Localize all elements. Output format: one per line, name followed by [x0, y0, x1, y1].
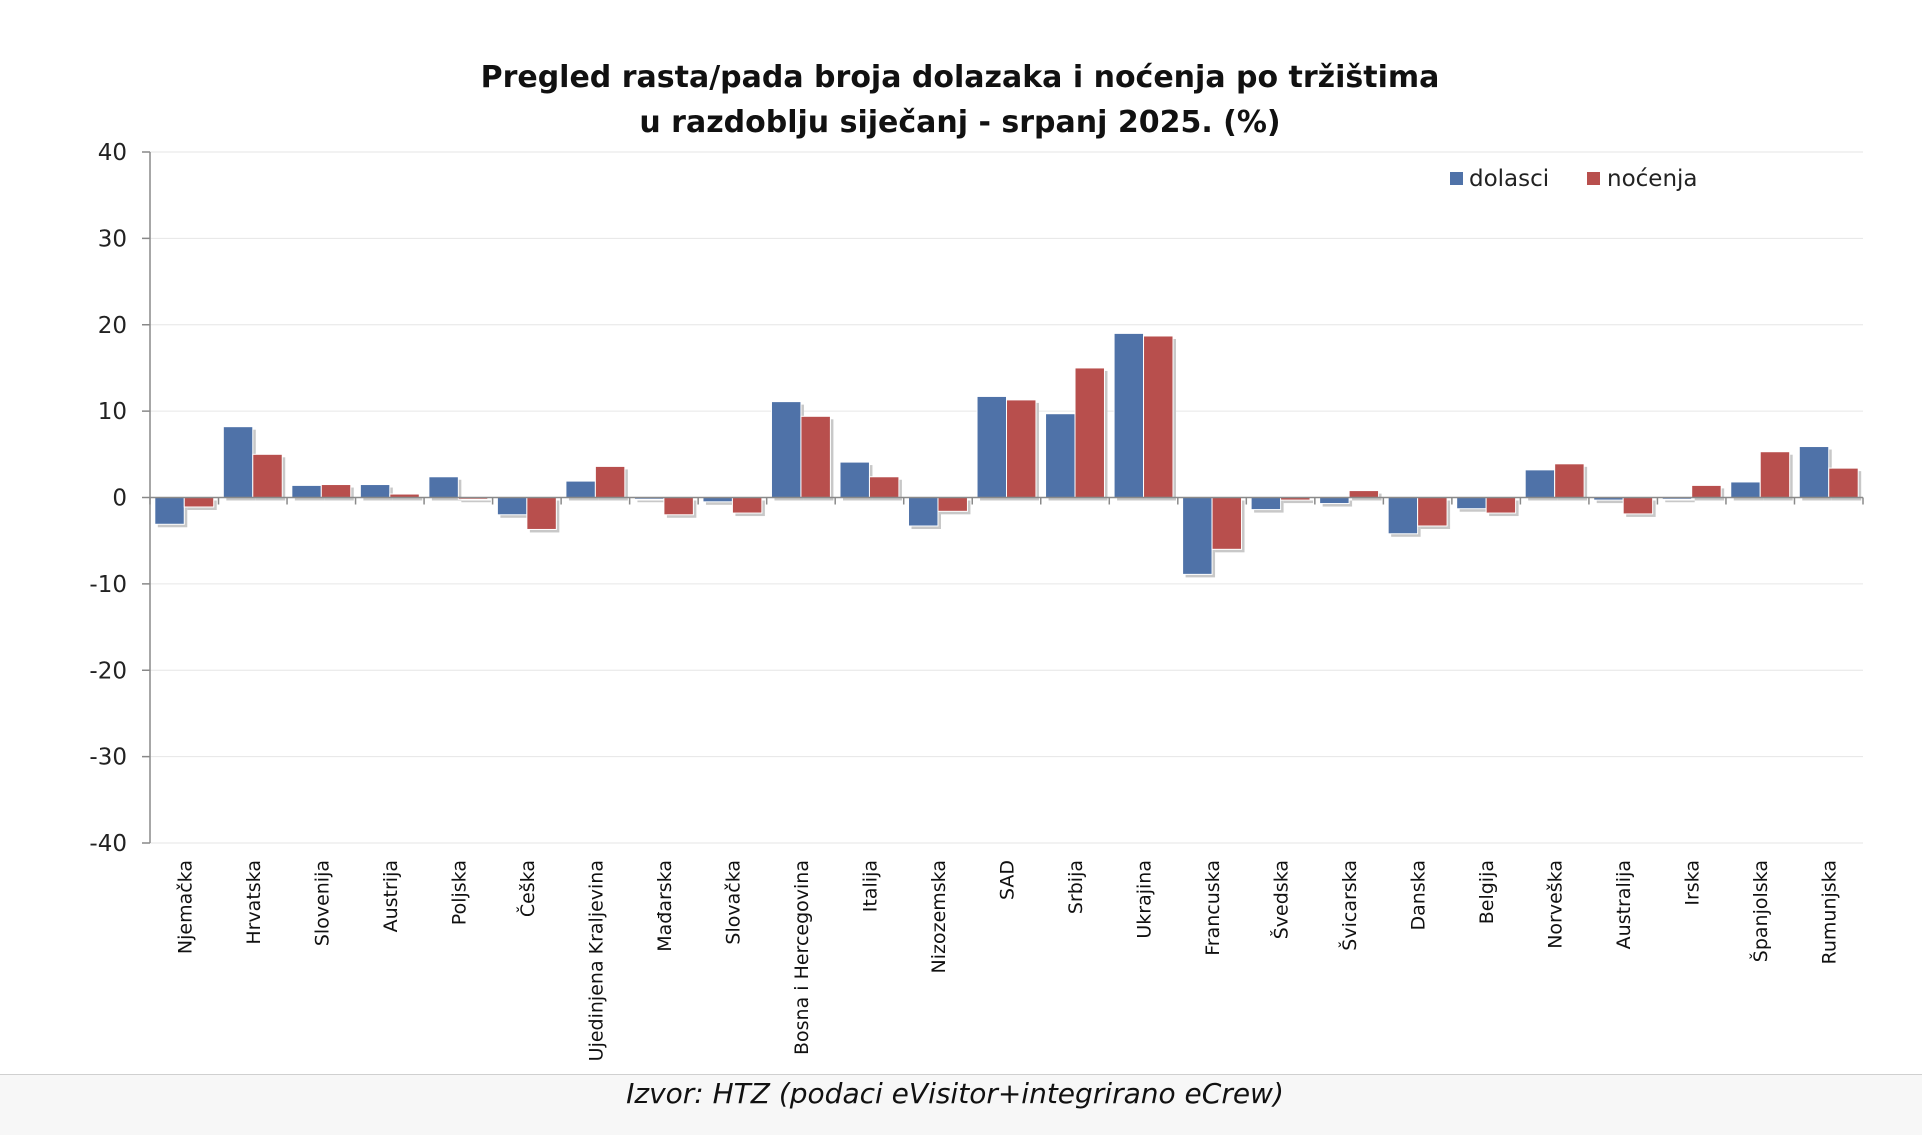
bar-noćenja: [1759, 451, 1791, 499]
bar-noćenja: [183, 497, 215, 508]
y-tick-label: -40: [89, 831, 127, 857]
bar-shadow: [637, 500, 667, 503]
legend-swatch-dolasci: [1450, 172, 1463, 185]
bar-shadow: [1596, 500, 1627, 504]
bar-noćenja: [1143, 335, 1174, 499]
legend-label-nocenja: noćenja: [1607, 166, 1698, 192]
bar-shadow: [1283, 500, 1314, 504]
category-label: Španjolska: [1748, 860, 1772, 962]
bar-dolasci: [1456, 497, 1487, 510]
bars: [154, 332, 1862, 578]
axes: [149, 152, 1864, 843]
category-label: Austrija: [380, 860, 402, 932]
chart-title-line-1: Pregled rasta/pada broja dolazaka i noće…: [481, 60, 1440, 95]
bar-dolasci: [496, 497, 528, 516]
category-label: Ujedinjena Kraljevina: [585, 860, 607, 1061]
category-label: Norveška: [1545, 860, 1567, 949]
bar-noćenja: [252, 453, 283, 498]
bar-noćenja: [1006, 399, 1037, 498]
bar-noćenja: [731, 497, 763, 514]
bar-dolasci: [565, 480, 596, 498]
y-tick-label: 20: [98, 313, 127, 339]
bar-dolasci: [154, 497, 185, 525]
category-labels: Njemačka Hrvatska Slovenija Austrija Poljska…: [174, 860, 1840, 1061]
bar-shadow: [461, 500, 491, 503]
category-label: Hrvatska: [243, 860, 265, 945]
bar-dolasci: [1798, 446, 1830, 499]
legend-label-dolasci: dolasci: [1469, 166, 1549, 192]
category-label: Francuska: [1202, 860, 1224, 956]
bar-dolasci: [976, 395, 1007, 498]
category-label: Slovačka: [722, 860, 744, 945]
category-label: SAD: [997, 860, 1019, 900]
bar-noćenja: [1691, 484, 1722, 499]
bar-noćenja: [1828, 467, 1859, 499]
bar-dolasci: [1045, 413, 1076, 498]
category-label: Irska: [1682, 860, 1704, 906]
source-note: Izvor: HTZ (podaci eVisitor+integrirano …: [626, 1077, 1284, 1110]
bar-dolasci: [359, 484, 391, 499]
bar-noćenja: [594, 465, 626, 498]
bar-noćenja: [1622, 497, 1654, 515]
footer-bar: [0, 1074, 1922, 1135]
bar-noćenja: [1485, 497, 1517, 514]
legend-swatch-nocenja: [1587, 172, 1600, 185]
bar-noćenja: [937, 497, 968, 512]
bar-dolasci: [222, 426, 254, 498]
bar-noćenja: [1211, 497, 1243, 550]
category-label: Rumunjska: [1819, 860, 1841, 964]
category-label: Srbija: [1065, 860, 1087, 914]
category-label: Ukrajina: [1134, 860, 1156, 939]
y-tick-label: 40: [98, 140, 127, 166]
y-tick-label: 30: [98, 226, 127, 252]
category-label: Njemačka: [174, 860, 196, 954]
bar-noćenja: [800, 415, 831, 498]
category-label: Australija: [1613, 860, 1635, 949]
y-tick-label: -10: [89, 572, 127, 598]
bar-noćenja: [320, 484, 352, 499]
bar-dolasci: [908, 497, 939, 527]
category-label: Italija: [859, 860, 881, 912]
bar-dolasci: [291, 484, 322, 499]
category-label: Švedska: [1269, 860, 1293, 939]
legend: dolasci noćenja: [1450, 166, 1698, 192]
bar-dolasci: [839, 461, 870, 498]
bar-dolasci: [1730, 481, 1761, 499]
bar-noćenja: [1554, 463, 1585, 498]
bar-noćenja: [1348, 490, 1380, 498]
bar-shadow: [705, 500, 736, 505]
category-label: Poljska: [448, 860, 470, 925]
y-axis-ticks: 40 30 20 10 0 -10 -20 -30 -40: [89, 140, 150, 857]
bar-dolasci: [1524, 469, 1556, 498]
bar-noćenja: [1074, 367, 1105, 498]
bar-noćenja: [868, 476, 900, 498]
bar-dolasci: [1182, 497, 1213, 575]
bar-shadow: [392, 497, 423, 501]
category-label: Nizozemska: [928, 860, 950, 973]
bar-dolasci: [1113, 332, 1145, 499]
bar-noćenja: [526, 497, 557, 530]
bar-shadow: [1665, 500, 1695, 503]
category-label: Slovenija: [311, 860, 333, 946]
y-tick-label: 0: [112, 486, 127, 512]
category-label: Bosna i Hercegovina: [791, 860, 813, 1055]
chart-title-line-2: u razdoblju siječanj - srpanj 2025. (%): [639, 105, 1280, 140]
bar-dolasci: [1250, 497, 1282, 511]
bar-dolasci: [770, 401, 802, 498]
category-label: Švicarska: [1337, 860, 1361, 951]
category-label: Češka: [515, 860, 539, 917]
bar-noćenja: [1417, 497, 1448, 527]
bar-dolasci: [1387, 497, 1419, 535]
y-tick-label: 10: [98, 399, 127, 425]
bar-dolasci: [428, 476, 459, 498]
bar-noćenja: [663, 497, 694, 516]
y-tick-label: -30: [89, 745, 127, 771]
y-tick-label: -20: [89, 658, 127, 684]
category-label: Danska: [1408, 860, 1430, 931]
category-label: Mađarska: [654, 860, 676, 952]
category-label: Belgija: [1476, 860, 1498, 924]
bar-dolasci: [1319, 497, 1350, 505]
